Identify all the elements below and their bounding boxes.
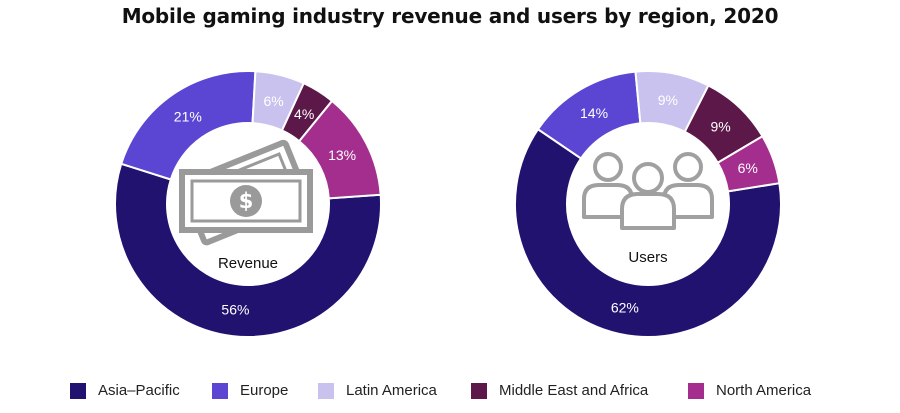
svg-text:$: $ xyxy=(239,189,254,213)
slice-label: 9% xyxy=(658,92,678,108)
legend-label: Middle East and Africa xyxy=(499,382,649,399)
slice-label: 6% xyxy=(264,93,284,109)
legend: Asia–Pacific Europe Latin America Middle… xyxy=(0,380,900,406)
slice-label: 4% xyxy=(294,106,314,122)
legend-swatch xyxy=(70,382,86,399)
legend-swatch xyxy=(318,382,334,399)
legend-item-asia-pacific: Asia–Pacific xyxy=(70,382,180,399)
slice-label: 56% xyxy=(221,301,249,317)
legend-item-north-america: North America xyxy=(688,382,811,399)
chart-title: Mobile gaming industry revenue and users… xyxy=(121,4,779,28)
legend-item-middle-east-africa: Middle East and Africa xyxy=(471,382,648,399)
slice-label: 21% xyxy=(174,109,202,125)
legend-item-latin-america: Latin America xyxy=(318,382,437,399)
slice-label: 9% xyxy=(710,119,730,135)
legend-item-europe: Europe xyxy=(212,382,288,399)
slice-label: 14% xyxy=(580,105,608,121)
legend-swatch xyxy=(212,382,228,399)
legend-label: Europe xyxy=(240,382,289,399)
slice-label: 6% xyxy=(738,160,758,176)
slice-label: 62% xyxy=(611,299,639,315)
money-bills-icon: $ xyxy=(178,139,313,246)
users-donut: 62% 14% 9% 9% 6% Users xyxy=(514,70,782,338)
legend-label: Latin America xyxy=(346,382,437,399)
slice-label: 13% xyxy=(328,147,356,163)
legend-label: North America xyxy=(716,382,812,399)
legend-swatch xyxy=(471,382,487,399)
center-label: Users xyxy=(628,249,667,266)
center-label: Revenue xyxy=(218,255,278,272)
users-group-icon xyxy=(582,152,714,230)
legend-swatch xyxy=(688,382,704,399)
legend-label: Asia–Pacific xyxy=(98,382,180,399)
